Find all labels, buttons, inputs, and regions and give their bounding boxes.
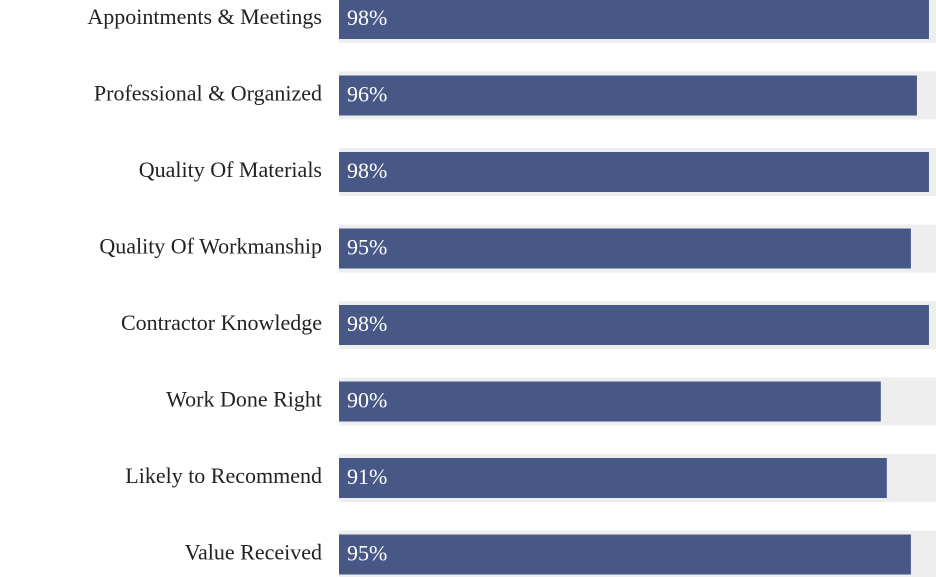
bar — [339, 381, 881, 422]
category-label: Quality Of Workmanship — [99, 234, 322, 259]
category-label: Value Received — [185, 540, 322, 565]
category-label: Work Done Right — [166, 387, 322, 412]
category-label: Likely to Recommend — [125, 463, 322, 488]
category-label: Appointments & Meetings — [87, 4, 322, 29]
value-label: 98% — [347, 5, 387, 30]
category-label: Quality Of Materials — [139, 157, 322, 182]
bar — [339, 0, 929, 39]
value-label: 98% — [347, 158, 387, 183]
category-label: Contractor Knowledge — [121, 310, 322, 335]
category-label: Professional & Organized — [94, 81, 322, 106]
value-label: 98% — [347, 311, 387, 336]
bar — [339, 228, 911, 269]
bar — [339, 152, 929, 192]
bar — [339, 75, 917, 116]
value-label: 90% — [347, 388, 387, 413]
bar — [339, 458, 887, 498]
value-label: 95% — [347, 541, 387, 566]
value-label: 91% — [347, 464, 387, 489]
value-label: 96% — [347, 82, 387, 107]
value-label: 95% — [347, 235, 387, 260]
bar — [339, 534, 911, 575]
bar — [339, 305, 929, 345]
